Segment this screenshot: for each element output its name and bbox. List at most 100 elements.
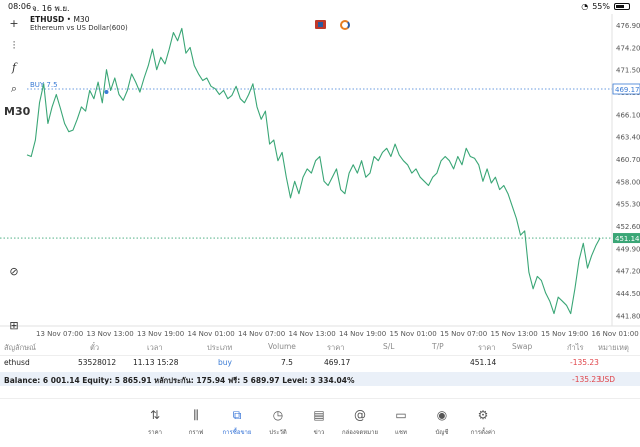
nav-trade[interactable]: ⧉ การซื้อขาย xyxy=(217,407,257,437)
col-type: ประเภท xyxy=(207,343,233,352)
nav-label: ประวัติ xyxy=(269,429,287,436)
x-tick-label: 13 Nov 13:00 xyxy=(87,330,134,338)
nav-label: กราฟ xyxy=(188,429,204,436)
col-ticket: ตั๋ว xyxy=(90,343,100,352)
y-tick-label: 452.60 xyxy=(616,223,640,231)
positions-header: สัญลักษณ์ ตั๋ว เวลา ประเภท Volume ราคา S… xyxy=(0,340,640,356)
buy-price-tag-label: 469.17 xyxy=(615,86,640,94)
wifi-icon: ◔ xyxy=(581,2,589,11)
balance-summary: Balance: 6 001.14 Equity: 5 865.91 หลักป… xyxy=(4,376,355,385)
row-time: 11.13 15:28 xyxy=(133,358,179,367)
y-tick-label: 460.70 xyxy=(616,156,640,164)
nav-label: แชท xyxy=(395,429,407,436)
chart-description: Ethereum vs US Dollar(600) xyxy=(30,24,128,32)
battery-icon xyxy=(614,3,630,10)
nav-charts[interactable]: ⫼ กราฟ xyxy=(176,407,216,437)
nav-mailbox[interactable]: @ กล่องจดหมาย xyxy=(340,407,380,437)
nav-history[interactable]: ◷ ประวัติ xyxy=(258,407,298,437)
x-tick-label: 15 Nov 13:00 xyxy=(491,330,538,338)
chart-title: ETHUSD • M30 xyxy=(30,15,89,24)
col-tp: T/P xyxy=(432,342,444,351)
y-tick-label: 458.00 xyxy=(616,178,640,186)
battery-percent: 55% xyxy=(592,2,610,11)
row-ticket: 53528012 xyxy=(78,358,117,367)
nav-settings[interactable]: ⚙ การตั้งค่า xyxy=(463,407,503,437)
objects-icon[interactable]: ⌕ xyxy=(10,82,18,95)
y-tick-label: 441.80 xyxy=(616,312,640,320)
nav-label: การตั้งค่า xyxy=(470,429,496,436)
chart-toolbar: + ⫶ f ⌕ M30 ⊘ ⊞ xyxy=(0,14,31,334)
x-tick-label: 14 Nov 19:00 xyxy=(339,330,386,338)
y-tick-label: 444.50 xyxy=(616,290,640,298)
nav-label: บัญชี xyxy=(435,429,449,436)
col-comment: หมายเหตุ xyxy=(598,343,629,352)
currency-flags xyxy=(315,20,350,30)
col-symbol: สัญลักษณ์ xyxy=(4,343,37,352)
row-type: buy xyxy=(218,358,232,367)
x-tick-label: 14 Nov 01:00 xyxy=(188,330,235,338)
quick-trade-icon[interactable]: ⊘ xyxy=(9,265,19,278)
y-tick-label: 455.30 xyxy=(616,201,640,209)
chart-symbol: ETHUSD xyxy=(30,15,65,24)
bottom-nav: ⇅ ราคา ⫼ กราฟ ⧉ การซื้อขาย ◷ ประวัติ ▤ ข… xyxy=(0,398,640,447)
x-tick-label: 14 Nov 07:00 xyxy=(238,330,285,338)
crosshair-icon[interactable]: + xyxy=(9,17,19,30)
row-symbol: ethusd xyxy=(4,358,30,367)
balance-profit: -135.23 xyxy=(572,375,601,384)
x-tick-label: 13 Nov 19:00 xyxy=(137,330,184,338)
timeframe-button[interactable]: M30 xyxy=(4,105,31,118)
price-chart[interactable]: 476.90474.20471.50468.80466.10463.40460.… xyxy=(0,14,640,340)
account-icon: ◉ xyxy=(436,408,448,422)
buy-entry-marker xyxy=(104,89,109,94)
position-row[interactable]: ethusd 53528012 11.13 15:28 buy 7.5 469.… xyxy=(0,356,640,372)
x-tick-label: 13 Nov 07:00 xyxy=(36,330,83,338)
nav-chat[interactable]: ▭ แชท xyxy=(381,407,421,437)
price-series-line xyxy=(26,27,601,315)
chart-timeframe: M30 xyxy=(73,15,90,24)
chat-icon: ▭ xyxy=(395,408,407,422)
x-tick-label: 16 Nov 01:00 xyxy=(592,330,639,338)
col-time: เวลา xyxy=(147,343,163,352)
status-time: 08:06 xyxy=(8,2,32,11)
nav-news[interactable]: ▤ ข่าว xyxy=(299,407,339,437)
chart-type-icon[interactable]: ⫶ xyxy=(12,39,16,52)
y-tick-label: 476.90 xyxy=(616,22,640,30)
coin-icon xyxy=(340,20,350,30)
balance-currency: USD xyxy=(599,375,616,384)
col-sl: S/L xyxy=(383,342,395,351)
col-profit: กำไร xyxy=(567,343,584,352)
at-icon: @ xyxy=(354,408,366,422)
row-profit: -135.23 xyxy=(570,358,599,367)
row-price: 451.14 xyxy=(470,358,497,367)
y-tick-label: 447.20 xyxy=(616,268,640,276)
y-tick-label: 471.50 xyxy=(616,67,640,75)
candles-icon: ⫼ xyxy=(193,408,199,422)
x-tick-label: 15 Nov 19:00 xyxy=(541,330,588,338)
col-volume: Volume xyxy=(268,342,296,351)
new-order-icon[interactable]: ⊞ xyxy=(9,319,19,332)
gear-icon: ⚙ xyxy=(477,408,489,422)
nav-quotes[interactable]: ⇅ ราคา xyxy=(135,407,175,437)
indicators-icon[interactable]: f xyxy=(11,61,17,74)
row-volume: 7.5 xyxy=(281,358,293,367)
arrows-up-down-icon: ⇅ xyxy=(149,408,161,422)
trade-chart-icon: ⧉ xyxy=(232,408,242,422)
col-price: ราคา xyxy=(478,343,496,352)
buy-order-label[interactable]: BUY 7.5 xyxy=(30,81,58,89)
row-open-price: 469.17 xyxy=(324,358,351,367)
nav-account[interactable]: ◉ บัญชี xyxy=(422,407,462,437)
history-icon: ◷ xyxy=(272,408,284,422)
status-bar: 08:06 จ. 16 พ.ย. ◔ 55% xyxy=(0,0,640,14)
current-price-tag xyxy=(613,233,640,244)
status-right: ◔ 55% xyxy=(581,2,630,11)
nav-label: ข่าว xyxy=(313,429,325,436)
news-icon: ▤ xyxy=(313,408,325,422)
current-price-tag-label: 451.14 xyxy=(615,235,640,243)
y-tick-label: 449.90 xyxy=(616,245,640,253)
buy-price-tag xyxy=(612,83,640,95)
nav-label: กล่องจดหมาย xyxy=(341,429,379,436)
x-tick-label: 15 Nov 07:00 xyxy=(440,330,487,338)
col-open-price: ราคา xyxy=(327,343,345,352)
timeframe-sep: • xyxy=(66,15,72,24)
status-date: จ. 16 พ.ย. xyxy=(32,4,70,13)
